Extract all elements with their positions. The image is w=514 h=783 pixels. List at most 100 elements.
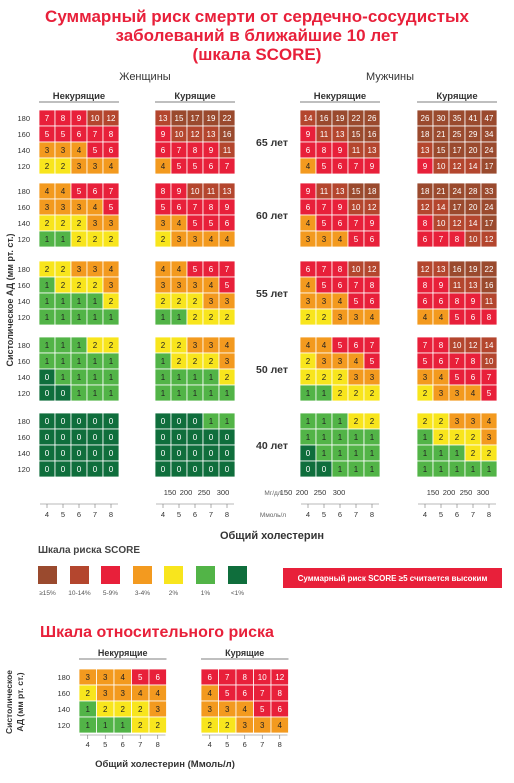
risk-cell-value: 9	[209, 146, 214, 155]
relative-risk-value: 1	[121, 721, 126, 730]
risk-cell	[102, 460, 120, 478]
relative-risk-value: 5	[225, 689, 230, 698]
risk-cell-value: 3	[45, 203, 50, 212]
risk-cell-value: 2	[93, 341, 98, 350]
risk-cell-value: 1	[439, 449, 444, 458]
risk-cell-value: 13	[207, 130, 216, 139]
risk-cell-value: 19	[207, 114, 216, 123]
risk-cell	[102, 384, 120, 402]
risk-cell-value: 12	[421, 265, 430, 274]
risk-cell-value: 4	[471, 389, 476, 398]
risk-cell-value: 2	[193, 357, 198, 366]
risk-cell-value: 2	[354, 417, 359, 426]
risk-cell-value: 0	[161, 449, 166, 458]
risk-cell-value: 15	[175, 114, 184, 123]
risk-cell-value: 19	[336, 114, 345, 123]
risk-cell-value: 0	[209, 465, 214, 474]
risk-cell-value: 15	[352, 187, 361, 196]
risk-cell-value: 2	[225, 313, 230, 322]
relative-chol-tick: 6	[121, 740, 125, 749]
legend-swatch	[70, 566, 89, 584]
risk-cell-value: 1	[370, 465, 375, 474]
risk-cell-value: 0	[77, 433, 82, 442]
risk-cell-value: 2	[161, 235, 166, 244]
risk-cell-value: 2	[161, 341, 166, 350]
risk-cell	[480, 384, 498, 402]
relative-risk-cell	[270, 716, 289, 734]
risk-cell-value: 8	[61, 114, 66, 123]
relative-chol-tick: 6	[243, 740, 247, 749]
risk-cell-value: 2	[455, 433, 460, 442]
risk-cell-value: 5	[209, 219, 214, 228]
risk-cell-value: 1	[354, 433, 359, 442]
women-label: Женщины	[119, 71, 170, 83]
risk-cell-value: 11	[352, 146, 361, 155]
risk-cell-value: 0	[61, 417, 66, 426]
risk-cell-value: 5	[423, 357, 428, 366]
chol-mmol-tick: 7	[93, 510, 97, 519]
risk-cell-value: 8	[471, 357, 476, 366]
risk-cell-value: 12	[368, 265, 377, 274]
bp-tick-label: 160	[17, 281, 30, 290]
risk-cell-value: 4	[487, 417, 492, 426]
risk-cell-value: 4	[423, 313, 428, 322]
bp-tick-label: 120	[17, 162, 30, 171]
risk-cell-value: 11	[223, 146, 232, 155]
risk-cell-value: 6	[161, 146, 166, 155]
risk-cell-value: 3	[338, 357, 343, 366]
relative-chol-tick: 8	[278, 740, 282, 749]
risk-cell-value: 21	[437, 187, 446, 196]
risk-cell	[218, 308, 236, 326]
risk-cell-value: 24	[453, 187, 462, 196]
risk-cell-value: 0	[193, 433, 198, 442]
risk-cell-value: 14	[469, 162, 478, 171]
chol-mgdl-unit: Мг/дл	[264, 490, 281, 497]
relative-risk-value: 6	[243, 689, 248, 698]
chol-mmol-tick: 8	[487, 510, 491, 519]
risk-cell-value: 5	[193, 265, 198, 274]
risk-cell-value: 3	[109, 281, 114, 290]
relative-risk-value: 2	[208, 721, 213, 730]
risk-cell-value: 1	[322, 433, 327, 442]
relative-risk-value: 2	[103, 705, 108, 714]
risk-cell-value: 2	[109, 341, 114, 350]
relative-risk-value: 4	[156, 689, 161, 698]
legend-swatch	[164, 566, 183, 584]
risk-cell-value: 4	[45, 187, 50, 196]
bp-tick-label: 120	[17, 389, 30, 398]
risk-cell-value: 17	[191, 114, 200, 123]
risk-cell-value: 13	[368, 146, 377, 155]
risk-cell-value: 4	[93, 203, 98, 212]
risk-cell-value: 7	[177, 146, 182, 155]
risk-cell-value: 1	[354, 449, 359, 458]
risk-cell-value: 2	[177, 341, 182, 350]
risk-cell-value: 2	[177, 297, 182, 306]
risk-cell-value: 0	[109, 433, 114, 442]
risk-cell-value: 1	[225, 389, 230, 398]
risk-cell-value: 10	[175, 130, 184, 139]
relative-risk-value: 3	[103, 673, 108, 682]
relative-risk-value: 1	[103, 721, 108, 730]
risk-cell-value: 6	[225, 219, 230, 228]
risk-cell-value: 9	[161, 130, 166, 139]
legend-swatch-label: ≥15%	[39, 590, 56, 597]
risk-cell-value: 10	[437, 219, 446, 228]
risk-cell-value: 1	[455, 465, 460, 474]
risk-cell-value: 15	[352, 130, 361, 139]
risk-cell-value: 19	[469, 265, 478, 274]
risk-cell-value: 8	[487, 313, 492, 322]
risk-cell-value: 1	[370, 433, 375, 442]
relative-smoke-header: Курящие	[225, 648, 264, 658]
legend-swatch	[228, 566, 247, 584]
risk-cell-value: 0	[193, 465, 198, 474]
risk-cell-value: 11	[320, 130, 329, 139]
relative-title: Шкала относительного риска	[40, 624, 274, 641]
risk-cell-value: 16	[485, 281, 494, 290]
legend-swatch	[38, 566, 57, 584]
risk-cell-value: 13	[336, 187, 345, 196]
risk-cell-value: 11	[320, 187, 329, 196]
relative-chol-tick: 5	[225, 740, 229, 749]
risk-cell-value: 10	[91, 114, 100, 123]
risk-cell-value: 7	[93, 130, 98, 139]
bp-tick-label: 120	[17, 235, 30, 244]
